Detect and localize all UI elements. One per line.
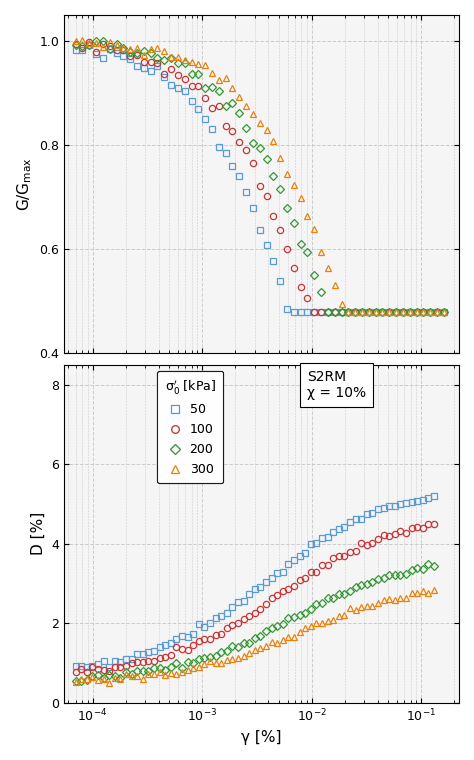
Text: S2RM
χ = 10%: S2RM χ = 10%	[307, 370, 366, 400]
Legend: 50, 100, 200, 300: 50, 100, 200, 300	[157, 371, 223, 483]
X-axis label: γ [%]: γ [%]	[241, 730, 282, 745]
Y-axis label: D [%]: D [%]	[31, 512, 46, 556]
Y-axis label: G/G$_\mathrm{max}$: G/G$_\mathrm{max}$	[15, 157, 34, 211]
